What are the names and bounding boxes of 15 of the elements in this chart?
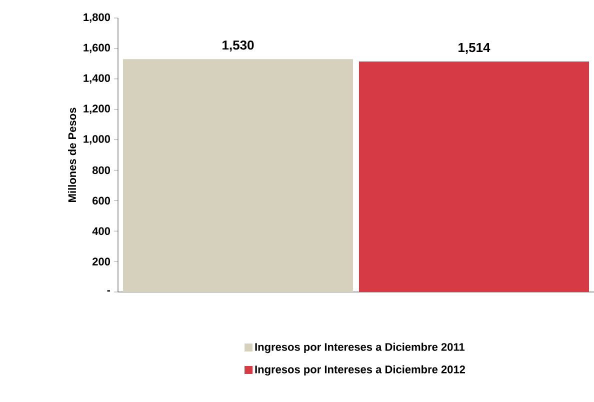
y-tick-label: 1,800 [84,13,110,23]
y-tick-label: 600 [92,196,110,205]
data-label: 1,530 [222,40,254,52]
y-tick-label: 1,400 [84,74,110,84]
data-label: 1,514 [458,43,490,54]
y-axis-title: Millones de Pesos [68,108,76,202]
y-tick-label: - [107,290,110,292]
y-tick-label: 1,200 [84,104,110,114]
y-tick-label: 200 [92,258,110,266]
y-tick-label: 400 [92,227,110,236]
y-tick-label: 800 [92,166,110,174]
legend-label: Ingresos por Intereses a Diciembre 2011 [255,342,465,354]
y-tick-label: 1,600 [84,44,110,54]
y-tick-label: 1,000 [84,135,110,144]
legend-label: Ingresos por Intereses a Diciembre 2012 [255,365,466,376]
